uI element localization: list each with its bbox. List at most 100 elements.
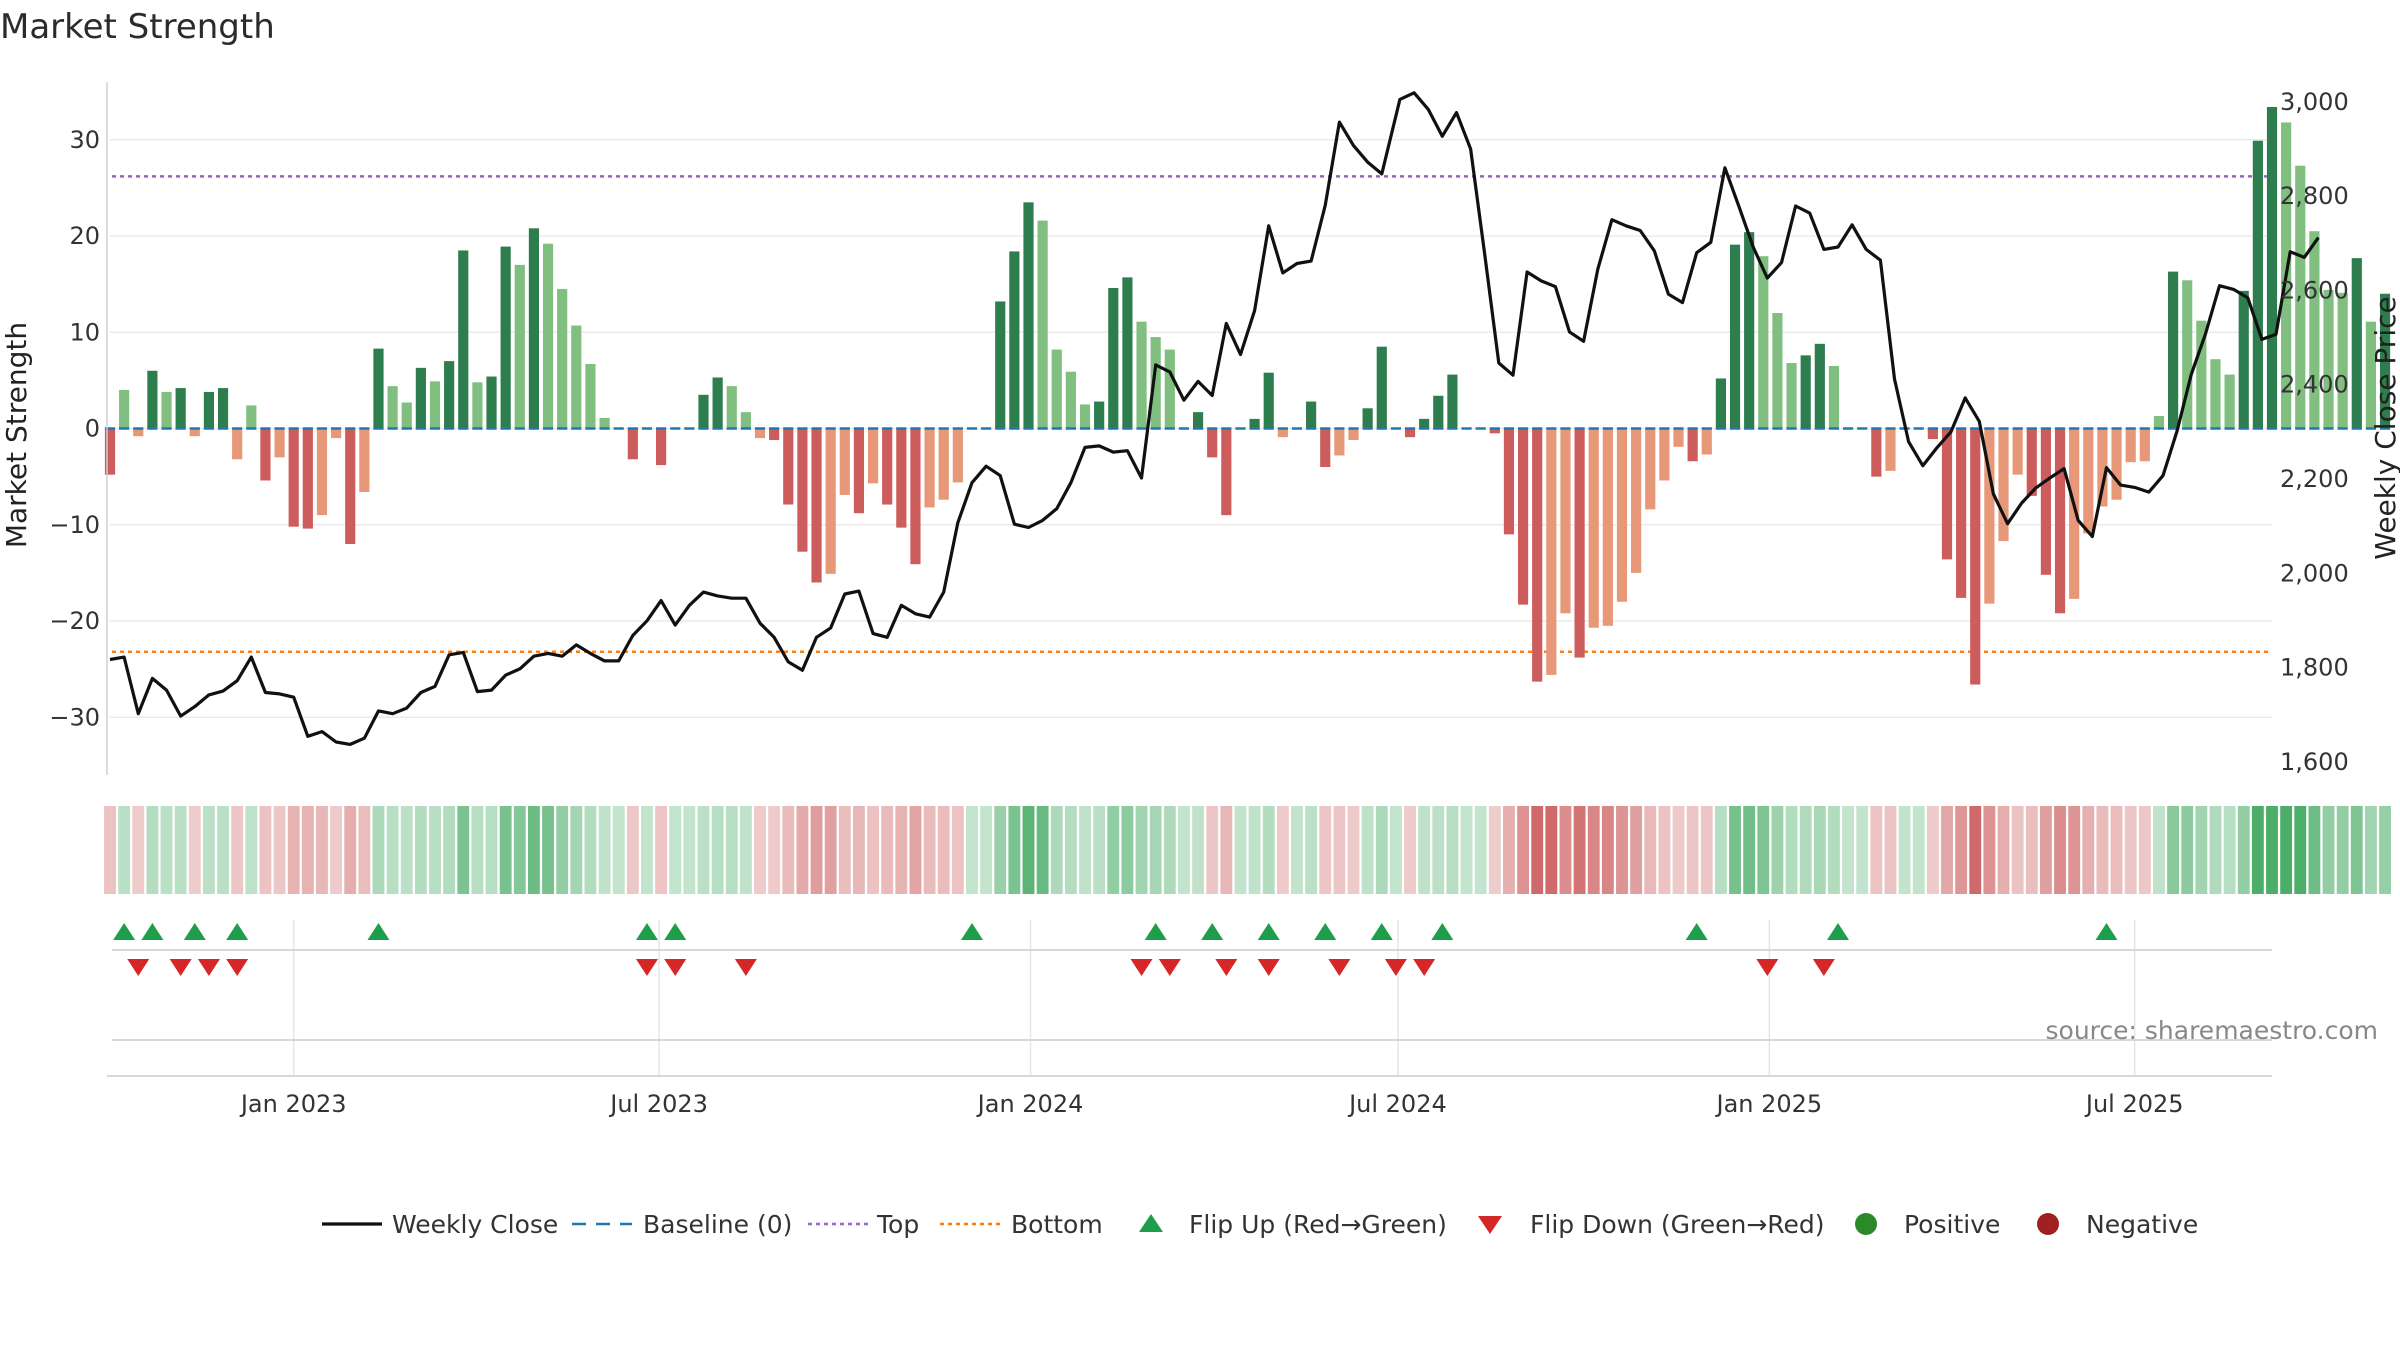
strength-bar: [486, 376, 497, 429]
heat-cell: [2223, 806, 2236, 894]
heat-cell: [725, 806, 738, 894]
strength-bar: [2125, 428, 2136, 463]
strength-bar: [373, 348, 384, 429]
heat-cell: [852, 806, 865, 894]
heat-cell: [2124, 806, 2137, 894]
flip-up-marker: [1826, 923, 1849, 940]
flip-up-marker: [1257, 923, 1280, 940]
left-tick-label: 30: [69, 126, 100, 154]
strength-bar: [1715, 378, 1726, 429]
grid-lines: [110, 139, 2272, 1075]
strength-bar: [1376, 346, 1387, 429]
heat-cell: [1658, 806, 1671, 894]
strength-bar: [1192, 412, 1204, 429]
heat-cell: [1630, 806, 1643, 894]
heat-cell: [994, 806, 1007, 894]
strength-bar: [1404, 428, 1416, 438]
flip-up-marker: [2095, 923, 2118, 940]
strength-bar: [1687, 428, 1698, 462]
right-tick-label: 2,000: [2280, 559, 2349, 587]
heat-cell: [1248, 806, 1261, 894]
strength-bar: [557, 288, 568, 429]
strength-bar: [1602, 428, 1613, 626]
strength-bar: [316, 428, 328, 516]
heat-cell: [1418, 806, 1431, 894]
strength-bar: [839, 428, 850, 495]
heat-cell: [2294, 806, 2307, 894]
heat-cell: [1163, 806, 1176, 894]
heat-cell: [287, 806, 300, 894]
flip-up-marker: [1370, 923, 1393, 940]
flip-up-marker: [1431, 923, 1454, 940]
heat-cell: [2054, 806, 2066, 894]
flip-down-marker: [1756, 959, 1779, 976]
strength-bar: [175, 388, 186, 429]
strength-bar: [1164, 349, 1175, 429]
x-tick-label: Jul 2024: [1347, 1090, 1447, 1118]
heat-cell: [1771, 806, 1784, 894]
strength-bar: [514, 264, 525, 429]
heat-cell: [443, 806, 456, 894]
weekly-close-polyline: [109, 91, 2320, 747]
heat-cell: [2153, 806, 2165, 894]
strength-bar: [712, 377, 723, 429]
heat-cell: [2138, 806, 2151, 894]
heat-cell: [1503, 806, 1515, 894]
strength-bar: [1927, 428, 1938, 440]
heat-cell: [1361, 806, 1374, 894]
threshold-lines: [112, 175, 2272, 654]
heat-cell: [1050, 806, 1063, 894]
strength-bar: [627, 428, 638, 460]
heat-cell: [1573, 806, 1586, 894]
heat-cell: [655, 806, 668, 894]
flip-down-marker: [1384, 959, 1407, 976]
left-axis-title: Market Strength: [0, 322, 33, 548]
strength-bar: [2309, 231, 2320, 429]
right-tick-label: 2,800: [2280, 182, 2349, 210]
heat-cell: [1616, 806, 1628, 894]
legend-dot-icon: [1855, 1213, 1877, 1235]
heat-cell: [1149, 806, 1162, 894]
heat-cell: [1856, 806, 1869, 894]
strength-bar: [1659, 428, 1670, 481]
heat-cell: [1969, 806, 1982, 894]
heat-cell: [259, 806, 272, 894]
strength-bar: [1108, 287, 1119, 429]
strength-bar: [1984, 428, 1995, 604]
heat-cell: [429, 806, 441, 894]
heat-cell: [2237, 806, 2250, 894]
strength-bar: [472, 382, 483, 429]
strength-bar: [387, 386, 398, 429]
strength-bar: [797, 428, 808, 552]
heat-cell: [683, 806, 696, 894]
heat-cell: [1192, 806, 1205, 894]
legend-label: Baseline (0): [643, 1210, 792, 1239]
strength-bar: [119, 390, 130, 429]
heat-cell: [1828, 806, 1840, 894]
strength-bar: [754, 428, 766, 439]
strength-bar: [599, 417, 610, 429]
strength-bar: [896, 428, 907, 528]
heat-cell: [1135, 806, 1148, 894]
heat-cell: [301, 806, 314, 894]
strength-bar: [1574, 428, 1585, 658]
heat-cell: [1700, 806, 1713, 894]
heat-cell: [358, 806, 371, 894]
heat-cell: [2336, 806, 2349, 894]
heat-cell: [1107, 806, 1120, 894]
heat-cell: [344, 806, 357, 894]
strength-bar: [1263, 372, 1274, 429]
strength-bar: [783, 428, 794, 505]
strength-bar: [1433, 395, 1444, 429]
flip-down-marker: [197, 959, 220, 976]
left-tick-label: 10: [69, 318, 100, 346]
flip-down-marker: [1812, 959, 1835, 976]
strength-bar: [1800, 355, 1811, 429]
chart-title: Market Strength: [0, 7, 275, 47]
strength-bar: [1631, 428, 1642, 573]
heat-cell: [824, 806, 837, 894]
heat-cell: [1432, 806, 1445, 894]
strength-bar: [952, 428, 963, 483]
legend-flip-up-icon: [1139, 1214, 1163, 1232]
heat-cell: [2308, 806, 2321, 894]
